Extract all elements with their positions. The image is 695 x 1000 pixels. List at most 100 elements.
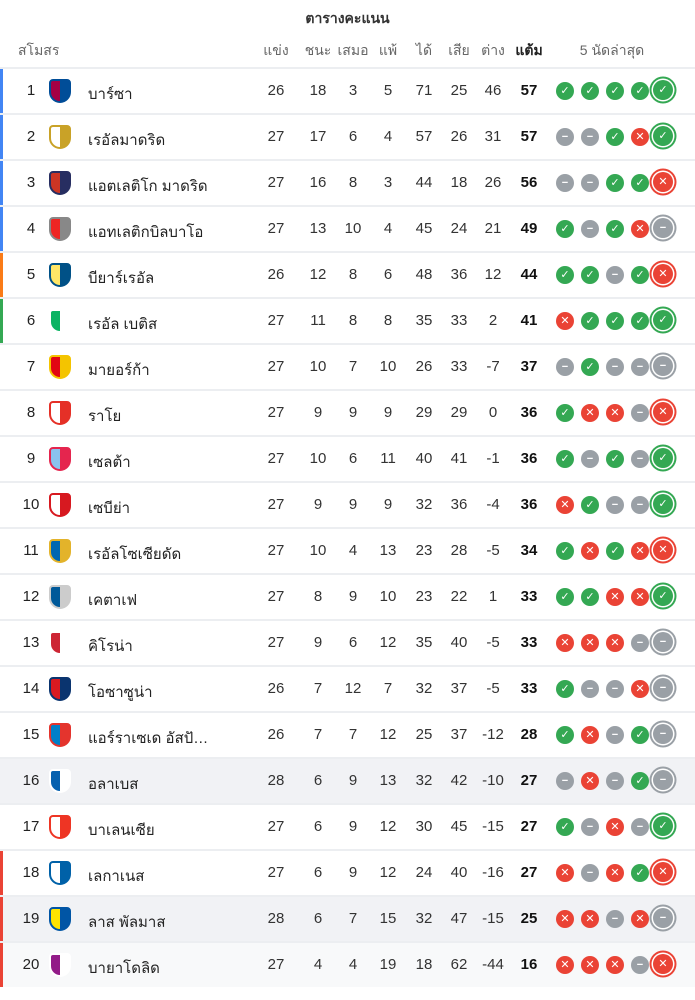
form-draw-icon[interactable]: − <box>581 864 599 882</box>
form-win-icon[interactable]: ✓ <box>581 496 599 514</box>
form-win-icon[interactable]: ✓ <box>556 588 574 606</box>
table-row[interactable]: 3 แอตเลติโก มาดริด 27 16 8 3 44 18 26 56− − ✓ ✓ ✕ <box>0 159 695 205</box>
form-win-icon[interactable]: ✓ <box>653 494 673 514</box>
table-row[interactable]: 2 เรอัลมาดริด 27 17 6 4 57 26 31 57− − ✓ ✕ ✓ <box>0 113 695 159</box>
table-row[interactable]: 20 บายาโดลิด 27 4 4 19 18 62 -44 16 ✕ ✕ ✕ − ✕ <box>0 941 695 987</box>
team-name[interactable]: บาร์ซา <box>88 86 133 103</box>
form-loss-icon[interactable]: ✕ <box>606 818 624 836</box>
form-loss-icon[interactable]: ✕ <box>581 772 599 790</box>
table-row[interactable]: 5 บียาร์เรอัล 26 12 8 6 48 36 12 44 ✓ ✓ − ✓ ✕ <box>0 251 695 297</box>
form-draw-icon[interactable]: − <box>653 770 673 790</box>
team-name[interactable]: เคตาเฟ <box>88 592 138 609</box>
form-loss-icon[interactable]: ✕ <box>581 726 599 744</box>
form-loss-icon[interactable]: ✕ <box>556 496 574 514</box>
table-row[interactable]: 12 เคตาเฟ 27 8 9 10 23 22 1 33 ✓ ✓ ✕ ✕ ✓ <box>0 573 695 619</box>
form-win-icon[interactable]: ✓ <box>631 312 649 330</box>
table-row[interactable]: 8 ราโย 27 9 9 9 29 29 0 36 ✓ ✕ ✕ − ✕ <box>0 389 695 435</box>
form-draw-icon[interactable]: − <box>606 910 624 928</box>
form-win-icon[interactable]: ✓ <box>631 82 649 100</box>
table-row[interactable]: 1 บาร์ซา 26 18 3 5 71 25 46 57 ✓ ✓ ✓ ✓ ✓ <box>0 67 695 113</box>
form-win-icon[interactable]: ✓ <box>631 864 649 882</box>
team-name[interactable]: เรอัลโซเซียดัด <box>88 546 182 563</box>
form-win-icon[interactable]: ✓ <box>556 266 574 284</box>
form-draw-icon[interactable]: − <box>653 632 673 652</box>
form-loss-icon[interactable]: ✕ <box>631 588 649 606</box>
form-win-icon[interactable]: ✓ <box>606 174 624 192</box>
form-win-icon[interactable]: ✓ <box>653 816 673 836</box>
team-name[interactable]: อลาเบส <box>88 776 139 793</box>
team-name[interactable]: บายาโดลิด <box>88 960 160 977</box>
form-draw-icon[interactable]: − <box>606 266 624 284</box>
table-row[interactable]: 4 แอทเลติกบิลบาโอ 27 13 10 4 45 24 21 49 ✓ − ✓ ✕ − <box>0 205 695 251</box>
form-draw-icon[interactable]: − <box>581 128 599 146</box>
team-name[interactable]: บียาร์เรอัล <box>88 270 155 287</box>
form-draw-icon[interactable]: − <box>581 818 599 836</box>
table-row[interactable]: 13 คิโรน่า 27 9 6 12 35 40 -5 33 ✕ ✕ ✕ − − <box>0 619 695 665</box>
team-name[interactable]: เรอัลมาดริด <box>88 132 166 149</box>
table-row[interactable]: 10 เซบีย่า 27 9 9 9 32 36 -4 36 ✕ ✓ − − ✓ <box>0 481 695 527</box>
table-row[interactable]: 19 ลาส พัลมาส 28 6 7 15 32 47 -15 25 ✕ ✕ − ✕ − <box>0 895 695 941</box>
table-row[interactable]: 11 เรอัลโซเซียดัด 27 10 4 13 23 28 -5 34 ✓ ✕ ✓ ✕ ✕ <box>0 527 695 573</box>
form-draw-icon[interactable]: − <box>606 358 624 376</box>
form-win-icon[interactable]: ✓ <box>653 126 673 146</box>
form-loss-icon[interactable]: ✕ <box>631 128 649 146</box>
form-draw-icon[interactable]: − <box>606 772 624 790</box>
form-loss-icon[interactable]: ✕ <box>556 312 574 330</box>
form-win-icon[interactable]: ✓ <box>631 266 649 284</box>
form-win-icon[interactable]: ✓ <box>556 82 574 100</box>
form-win-icon[interactable]: ✓ <box>556 542 574 560</box>
form-draw-icon[interactable]: − <box>556 174 574 192</box>
form-draw-icon[interactable]: − <box>556 772 574 790</box>
form-draw-icon[interactable]: − <box>653 356 673 376</box>
form-win-icon[interactable]: ✓ <box>556 726 574 744</box>
form-loss-icon[interactable]: ✕ <box>556 864 574 882</box>
form-loss-icon[interactable]: ✕ <box>653 172 673 192</box>
form-loss-icon[interactable]: ✕ <box>581 910 599 928</box>
table-row[interactable]: 18 เลกาเนส 27 6 9 12 24 40 -16 27 ✕ − ✕ ✓ ✕ <box>0 849 695 895</box>
team-name[interactable]: เซลต้า <box>88 454 131 471</box>
form-win-icon[interactable]: ✓ <box>556 404 574 422</box>
form-loss-icon[interactable]: ✕ <box>581 404 599 422</box>
form-loss-icon[interactable]: ✕ <box>556 910 574 928</box>
form-win-icon[interactable]: ✓ <box>581 266 599 284</box>
form-loss-icon[interactable]: ✕ <box>556 634 574 652</box>
form-draw-icon[interactable]: − <box>581 220 599 238</box>
team-name[interactable]: โอซาซูน่า <box>88 684 153 701</box>
form-draw-icon[interactable]: − <box>631 404 649 422</box>
form-draw-icon[interactable]: − <box>631 818 649 836</box>
form-win-icon[interactable]: ✓ <box>606 128 624 146</box>
team-name[interactable]: บาเลนเซีย <box>88 822 155 839</box>
team-name[interactable]: ลาส พัลมาส <box>88 914 166 931</box>
form-loss-icon[interactable]: ✕ <box>581 956 599 974</box>
form-loss-icon[interactable]: ✕ <box>606 864 624 882</box>
form-draw-icon[interactable]: − <box>606 496 624 514</box>
form-win-icon[interactable]: ✓ <box>631 772 649 790</box>
form-win-icon[interactable]: ✓ <box>653 310 673 330</box>
form-win-icon[interactable]: ✓ <box>631 726 649 744</box>
team-name[interactable]: มายอร์ก้า <box>88 362 150 379</box>
form-draw-icon[interactable]: − <box>581 450 599 468</box>
team-name[interactable]: คิโรน่า <box>88 638 133 655</box>
form-win-icon[interactable]: ✓ <box>606 312 624 330</box>
form-loss-icon[interactable]: ✕ <box>606 956 624 974</box>
form-win-icon[interactable]: ✓ <box>606 82 624 100</box>
form-draw-icon[interactable]: − <box>556 128 574 146</box>
form-loss-icon[interactable]: ✕ <box>653 402 673 422</box>
table-row[interactable]: 7 มายอร์ก้า 27 10 7 10 26 33 -7 37− ✓ − − − <box>0 343 695 389</box>
table-row[interactable]: 15 แอร์ราเซเด อัสปันญ็อล 26 7 7 12 25 37 -12 28 ✓ ✕… <box>0 711 695 757</box>
table-row[interactable]: 14 โอซาซูน่า 26 7 12 7 32 37 -5 33 ✓ − − ✕ − <box>0 665 695 711</box>
form-win-icon[interactable]: ✓ <box>606 450 624 468</box>
form-win-icon[interactable]: ✓ <box>581 588 599 606</box>
form-win-icon[interactable]: ✓ <box>606 220 624 238</box>
form-win-icon[interactable]: ✓ <box>556 220 574 238</box>
form-loss-icon[interactable]: ✕ <box>606 404 624 422</box>
team-name[interactable]: ราโย <box>88 408 122 425</box>
table-row[interactable]: 17 บาเลนเซีย 27 6 9 12 30 45 -15 27 ✓ − ✕ − ✓ <box>0 803 695 849</box>
form-loss-icon[interactable]: ✕ <box>606 634 624 652</box>
team-name[interactable]: เรอัล เบติส <box>88 316 158 333</box>
team-name[interactable]: เลกาเนส <box>88 868 145 885</box>
form-loss-icon[interactable]: ✕ <box>653 540 673 560</box>
form-draw-icon[interactable]: − <box>653 724 673 744</box>
team-name[interactable]: เซบีย่า <box>88 500 131 517</box>
form-loss-icon[interactable]: ✕ <box>606 588 624 606</box>
